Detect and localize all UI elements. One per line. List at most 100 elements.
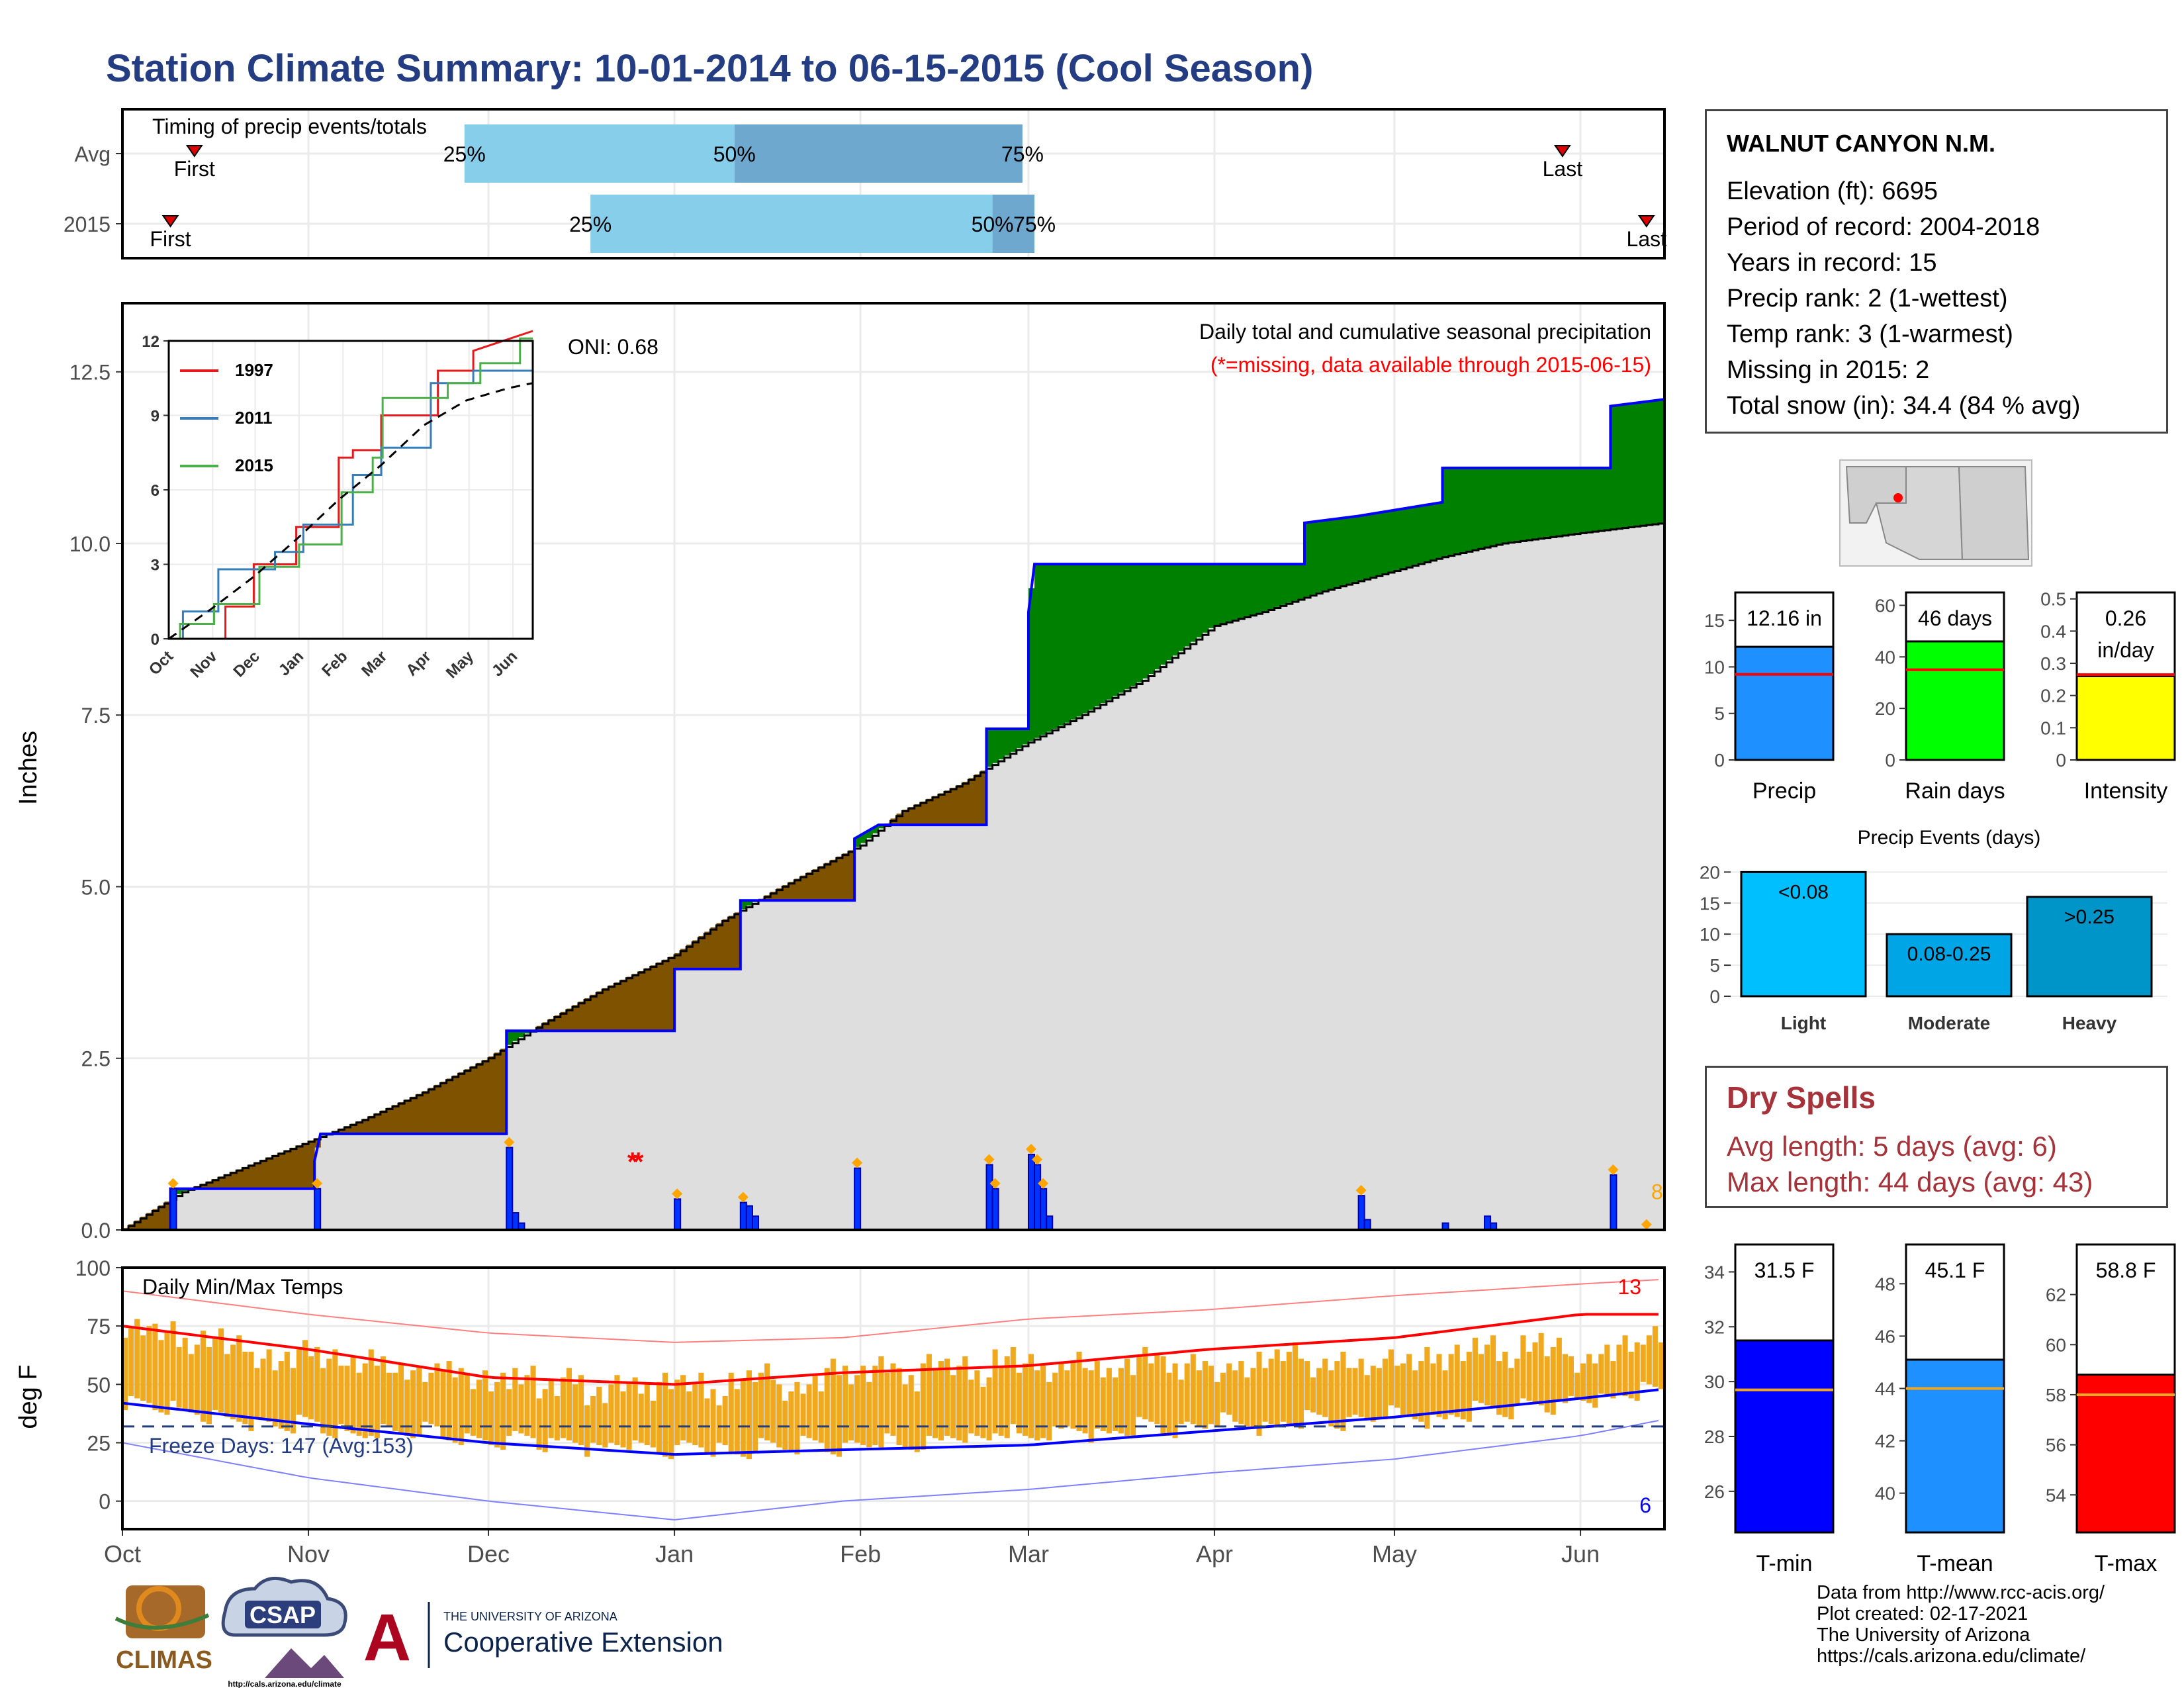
temp-daily-bar [1214, 1382, 1220, 1427]
temp-daily-bar [620, 1391, 626, 1448]
temp-daily-bar [1562, 1354, 1568, 1403]
temp-daily-bar [1286, 1351, 1292, 1425]
precip-diff-fill [848, 850, 855, 901]
precip-diff-fill [1106, 564, 1113, 700]
precip-ytick-label: 10.0 [69, 532, 111, 556]
temp-daily-bar [608, 1384, 614, 1443]
inset-legend-label: 2015 [235, 455, 273, 475]
precip-diff-fill [980, 771, 987, 825]
precip-mini-category-label: Precip [1752, 778, 1816, 804]
precip-diff-fill [506, 1031, 513, 1045]
temp-daily-bar [590, 1395, 596, 1443]
precip-diff-fill [1514, 467, 1522, 541]
precip-diff-fill [1298, 564, 1305, 599]
precip-diff-fill [1232, 564, 1239, 620]
precip-mini-category-label: Rain days [1905, 778, 2005, 804]
temp-daily-bar [284, 1351, 290, 1431]
precip-diff-fill [1628, 403, 1635, 527]
temp-daily-bar [320, 1368, 326, 1434]
temp-daily-bar [872, 1366, 878, 1446]
precip-diff-fill [1160, 564, 1167, 665]
precip-diff-fill [812, 869, 819, 901]
temp-daily-bar [1070, 1361, 1076, 1429]
timing-panel-border [121, 108, 1666, 259]
temp-daily-bar [848, 1384, 854, 1440]
temp-daily-bar [1598, 1354, 1604, 1394]
precip-diff-fill [1646, 401, 1653, 525]
precip-max-count: 8 [1651, 1180, 1663, 1203]
temp-daily-bar [1388, 1349, 1394, 1406]
precip-mini-ytick-label: 0 [1885, 750, 1895, 771]
precip-diff-fill [770, 892, 777, 901]
station-missing: Missing in 2015: 2 [1727, 356, 1930, 384]
precip-diff-fill [1280, 564, 1287, 605]
precip-diff-fill [452, 1075, 459, 1134]
temp-daily-bar [662, 1372, 668, 1457]
precip-diff-fill [776, 888, 783, 901]
temp-mini-value-bar [2075, 1374, 2176, 1534]
temp-daily-bar [398, 1363, 404, 1434]
precip-diff-fill [1412, 506, 1419, 565]
events-category-label: Moderate [1908, 1013, 1990, 1033]
precip-diff-fill [962, 782, 969, 825]
precip-diff-fill [638, 970, 645, 1031]
precip-diff-fill [284, 1150, 291, 1189]
precip-diff-fill [1466, 467, 1473, 551]
temp-daily-bar [1292, 1342, 1298, 1427]
precip-diff-fill [968, 778, 975, 825]
temp-daily-bar [1322, 1358, 1328, 1417]
precip-daily-bar [506, 1147, 514, 1231]
precip-diff-fill [944, 790, 951, 825]
precip-diff-fill [1214, 564, 1221, 626]
temp-daily-bar [680, 1375, 686, 1440]
temp-daily-bar [338, 1366, 344, 1425]
precip-diff-fill [158, 1205, 165, 1230]
precip-diff-fill [368, 1115, 375, 1134]
temp-mini-ytick-label: 46 [1875, 1326, 1895, 1346]
precip-mini-value-label: 0.26 [2105, 606, 2146, 630]
timing-last-label: Last [1627, 227, 1667, 251]
temp-daily-bar [1328, 1370, 1334, 1427]
temp-daily-bar [980, 1386, 986, 1438]
temp-daily-bar [410, 1370, 416, 1438]
precip-diff-fill [818, 866, 825, 901]
precip-diff-fill [914, 804, 921, 825]
precip-diff-fill [1250, 564, 1257, 615]
precip-diff-fill [596, 991, 603, 1031]
temp-daily-bar [578, 1375, 584, 1446]
precip-diff-fill [1622, 404, 1629, 528]
temp-daily-bar [752, 1382, 758, 1452]
temp-daily-bar [1466, 1351, 1472, 1422]
temp-daily-bar [1118, 1368, 1124, 1434]
precip-diff-fill [896, 814, 903, 825]
station-period: Period of record: 2004-2018 [1727, 213, 2040, 241]
temp-daily-bar [476, 1380, 482, 1438]
precip-diff-fill [542, 1022, 549, 1031]
temp-daily-bar [368, 1349, 374, 1436]
precip-mini-ytick-label: 60 [1875, 595, 1895, 616]
ua-logo-bg [361, 1602, 414, 1665]
precip-diff-fill [1172, 564, 1179, 656]
temp-ytick-label: 25 [87, 1432, 111, 1456]
temp-xtick-label: Oct [104, 1540, 141, 1568]
temp-daily-bar [740, 1380, 746, 1457]
precip-diff-fill [458, 1072, 465, 1134]
temp-daily-bar [326, 1358, 332, 1436]
temp-daily-bar [254, 1368, 260, 1417]
temp-daily-bar [1142, 1346, 1148, 1420]
precip-diff-fill [1136, 564, 1143, 682]
precip-diff-fill [1568, 467, 1575, 535]
temp-mini-category-label: T-min [1756, 1551, 1813, 1576]
temp-daily-bar [1526, 1351, 1532, 1401]
precip-diff-fill [1016, 728, 1023, 749]
temp-daily-bar [536, 1398, 542, 1450]
temp-mini-ytick-label: 42 [1875, 1431, 1895, 1452]
temp-daily-bar [686, 1391, 692, 1443]
precip-diff-fill [1268, 564, 1275, 609]
precip-mini-ytick-label: 0.4 [2040, 621, 2066, 641]
temp-daily-bar [1064, 1370, 1070, 1427]
precip-missing-marker: * [627, 1147, 638, 1176]
station-name: WALNUT CANYON N.M. [1727, 130, 1995, 157]
temp-daily-bar [1310, 1377, 1316, 1413]
events-category-label: Heavy [2062, 1013, 2117, 1033]
